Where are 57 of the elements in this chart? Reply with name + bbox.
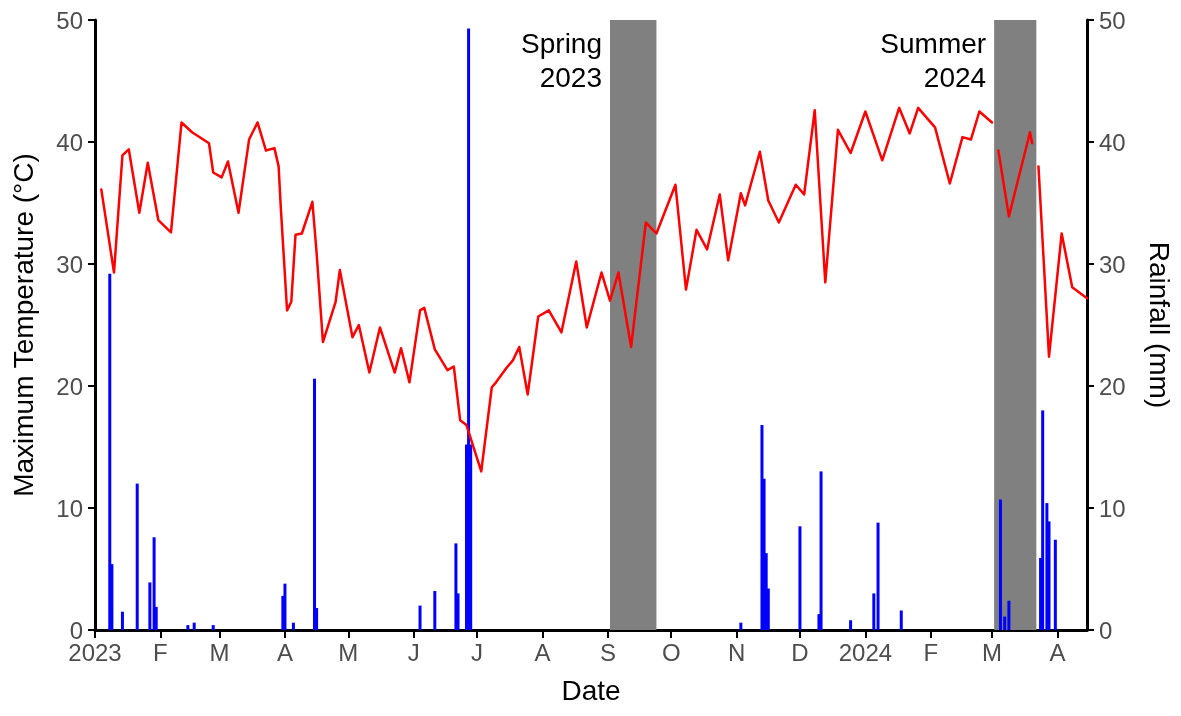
- bar: [798, 526, 802, 630]
- bar: [819, 471, 823, 630]
- x-tick-label: O: [661, 638, 681, 666]
- bar: [998, 499, 1002, 630]
- x-tick-label: F: [923, 638, 939, 666]
- x-tick-label: A: [276, 638, 293, 666]
- bar: [1041, 410, 1045, 630]
- bar: [1007, 600, 1011, 630]
- bar: [135, 483, 139, 630]
- bar: [1053, 539, 1057, 630]
- x-tick-label: M: [209, 638, 230, 666]
- bar: [739, 622, 743, 630]
- x-tick-label: D: [791, 638, 809, 666]
- bar: [872, 593, 876, 630]
- x-tick-label: M: [982, 638, 1003, 666]
- bar: [108, 273, 112, 630]
- bar: [454, 543, 458, 630]
- bar: [211, 625, 215, 630]
- y2-tick-label: 40: [1099, 128, 1126, 156]
- y2-tick-label: 0: [1099, 616, 1113, 644]
- y-tick-label: 30: [56, 250, 83, 278]
- x-tick-label: 2024: [838, 638, 893, 666]
- y-tick-label: 40: [56, 128, 83, 156]
- y-tick-label: 50: [56, 6, 83, 34]
- bar: [186, 625, 190, 630]
- x-tick-label: J: [407, 638, 420, 666]
- y-axis-title: Maximum Temperature (°C): [7, 153, 39, 497]
- y2-tick-label: 10: [1099, 494, 1126, 522]
- bar: [760, 425, 764, 630]
- y-tick-label: 10: [56, 494, 83, 522]
- x-tick-label: F: [153, 638, 168, 666]
- y2-axis-title: Rainfall (mm): [1143, 241, 1175, 409]
- bar: [291, 622, 295, 630]
- y2-tick-label: 20: [1099, 372, 1126, 400]
- x-axis-title: Date: [561, 674, 621, 706]
- x-tick-label: S: [599, 638, 616, 666]
- bar: [849, 620, 853, 630]
- bar: [192, 622, 196, 630]
- band-label: Spring 2023: [521, 27, 602, 93]
- x-tick-label: A: [534, 638, 551, 666]
- bar: [120, 611, 124, 630]
- y2-tick-label: 30: [1099, 250, 1126, 278]
- x-tick-label: A: [1049, 638, 1066, 666]
- bar: [148, 582, 152, 630]
- bar: [152, 537, 156, 630]
- y-tick-label: 20: [56, 372, 83, 400]
- bar: [283, 583, 287, 630]
- y2-tick-label: 50: [1099, 6, 1126, 34]
- x-tick-label: N: [727, 638, 746, 666]
- bar: [433, 590, 437, 630]
- band-label: Summer 2024: [880, 27, 987, 93]
- bar: [313, 378, 317, 630]
- x-tick-label: J: [471, 638, 484, 666]
- x-tick-label: M: [338, 638, 359, 666]
- bar: [418, 605, 422, 630]
- bar: [876, 522, 880, 630]
- bar: [899, 610, 903, 630]
